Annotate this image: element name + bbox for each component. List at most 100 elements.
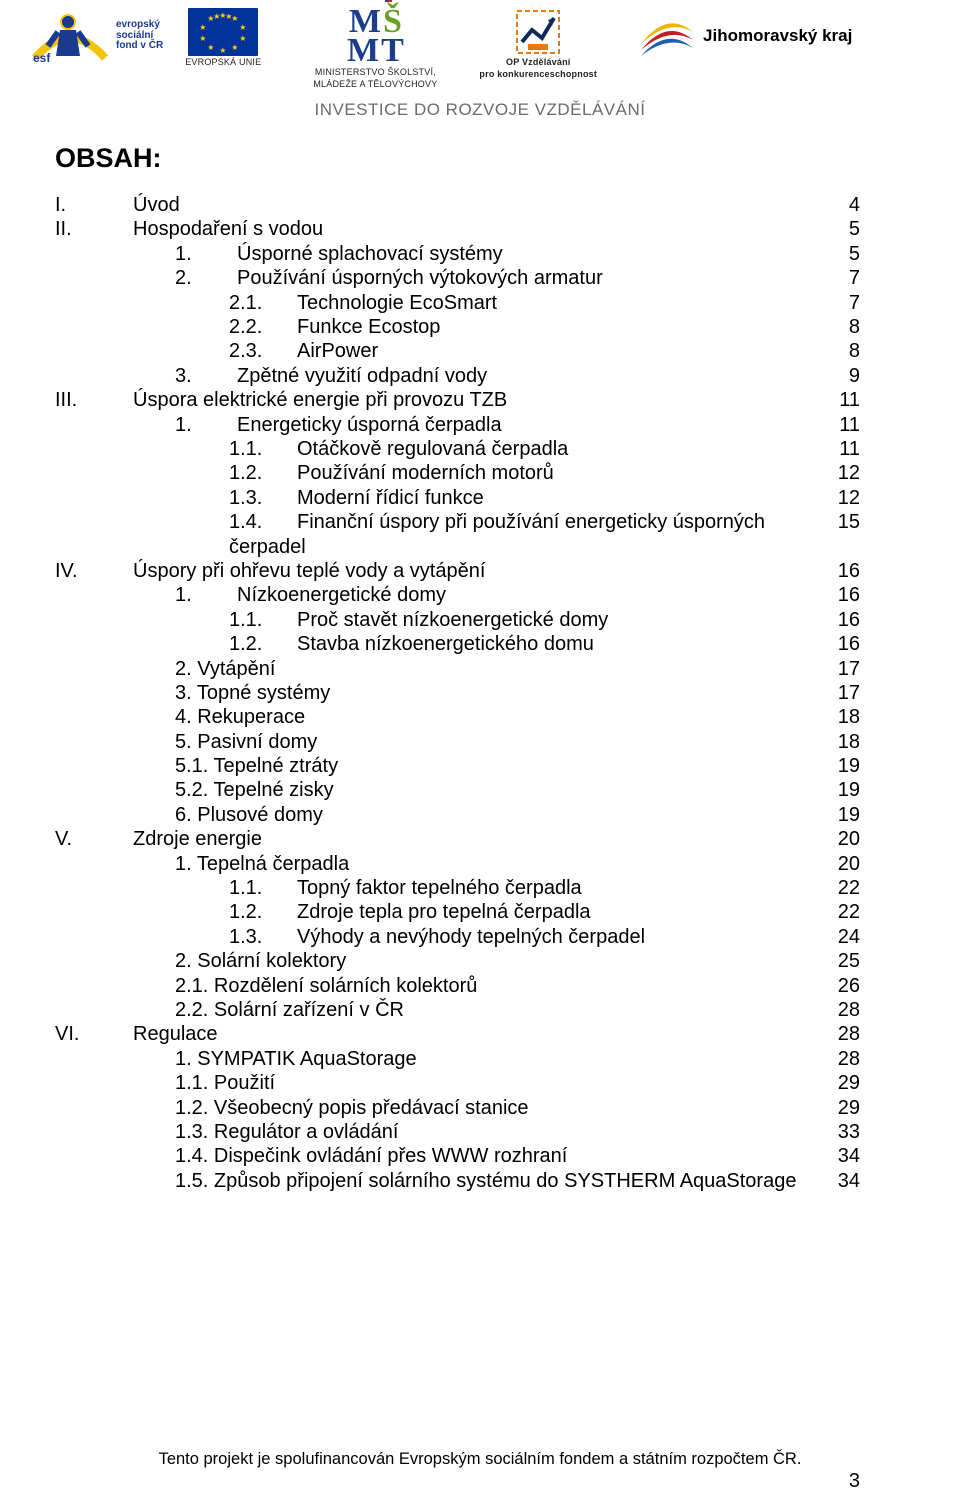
msmt-icon: M Š (349, 8, 402, 35)
eu-flag-icon: ★ ★ ★ ★ ★ ★ ★ ★ ★ ★ ★ ★ (188, 8, 258, 56)
toc-title: 1.4.Finanční úspory při používání energe… (133, 510, 820, 559)
toc-title: 1.2.Stavba nízkoenergetického domu (133, 632, 820, 656)
esf-person-icon: esf (30, 8, 110, 64)
toc-title: 2.Používání úsporných výtokových armatur (133, 266, 820, 290)
toc-page: 20 (820, 852, 860, 876)
toc-title: 1.3.Moderní řídicí funkce (133, 486, 820, 510)
toc-row: 2.1.Technologie EcoSmart7 (55, 291, 860, 315)
toc-page: 17 (820, 657, 860, 681)
toc-title: 5. Pasivní domy (133, 730, 820, 754)
toc-row: 4. Rekuperace18 (55, 705, 860, 729)
toc-roman: V. (55, 827, 133, 851)
toc-title: 1. SYMPATIK AquaStorage (133, 1047, 820, 1071)
header-logos: esf evropský sociální fond v ČR ★ ★ ★ ★ … (0, 0, 960, 94)
toc-row: 1.3. Regulátor a ovládání33 (55, 1120, 860, 1144)
toc-title: 1.2.Používání moderních motorů (133, 461, 820, 485)
page-number: 3 (849, 1470, 860, 1493)
toc-title: 6. Plusové domy (133, 803, 820, 827)
toc-roman: I. (55, 193, 133, 217)
toc-row: 1.1.Topný faktor tepelného čerpadla22 (55, 876, 860, 900)
toc-page: 22 (820, 876, 860, 900)
svg-text:esf: esf (33, 51, 51, 64)
toc-row: 1.1. Použití29 (55, 1071, 860, 1095)
page-title: OBSAH: (55, 142, 860, 175)
toc-page: 8 (820, 315, 860, 339)
toc-title: 1.2.Zdroje tepla pro tepelná čerpadla (133, 900, 820, 924)
msmt-caption-l1: MINISTERSTVO ŠKOLSTVÍ, (315, 68, 436, 78)
toc-title: 2.2.Funkce Ecostop (133, 315, 820, 339)
toc-roman: III. (55, 388, 133, 412)
toc-page: 16 (820, 608, 860, 632)
opvk-logo-block: OP Vzdělávání pro konkurenceschopnost (479, 8, 597, 80)
toc-row: 5.2. Tepelné zisky19 (55, 778, 860, 802)
toc-title: 1.1.Topný faktor tepelného čerpadla (133, 876, 820, 900)
toc-row: 1. SYMPATIK AquaStorage28 (55, 1047, 860, 1071)
toc-row: 2.3.AirPower8 (55, 339, 860, 363)
toc-row: V.Zdroje energie20 (55, 827, 860, 851)
toc-page: 12 (820, 461, 860, 485)
toc-page: 11 (820, 388, 860, 412)
toc-row: VI.Regulace28 (55, 1022, 860, 1046)
esf-logo-block: esf evropský sociální fond v ČR (30, 8, 163, 64)
toc-title: 1.4. Dispečink ovládání přes WWW rozhran… (133, 1144, 820, 1168)
toc-page: 19 (820, 803, 860, 827)
toc-row: 1. Tepelná čerpadla20 (55, 852, 860, 876)
footer-funding-line: Tento projekt je spolufinancován Evropsk… (0, 1450, 960, 1469)
toc-row: 2.Používání úsporných výtokových armatur… (55, 266, 860, 290)
toc-row: 1.5. Způsob připojení solárního systému … (55, 1169, 860, 1193)
msmt-icon-row2: M T (347, 37, 404, 64)
toc-page: 24 (820, 925, 860, 949)
toc-page: 28 (820, 1022, 860, 1046)
toc-page: 29 (820, 1096, 860, 1120)
eu-caption: EVROPSKÁ UNIE (185, 58, 261, 68)
toc-row: 1.1.Otáčkově regulovaná čerpadla11 (55, 437, 860, 461)
toc-title: Úspora elektrické energie při provozu TZ… (133, 388, 820, 412)
msmt-logo-block: M Š M T MINISTERSTVO ŠKOLSTVÍ, MLÁDEŽE A… (313, 8, 437, 90)
esf-text-l3: fond v ČR (116, 41, 163, 52)
toc-row: 1.2.Stavba nízkoenergetického domu16 (55, 632, 860, 656)
toc-row: 2. Solární kolektory25 (55, 949, 860, 973)
toc-title: Úvod (133, 193, 820, 217)
toc-roman: II. (55, 217, 133, 241)
toc-page: 16 (820, 559, 860, 583)
content-area: OBSAH: I.Úvod4II.Hospodaření s vodou51.Ú… (0, 120, 960, 1193)
toc-row: 1.3.Výhody a nevýhody tepelných čerpadel… (55, 925, 860, 949)
toc-page: 19 (820, 778, 860, 802)
toc-row: 1.4.Finanční úspory při používání energe… (55, 510, 860, 559)
toc-row: II.Hospodaření s vodou5 (55, 217, 860, 241)
jmk-logo-block: Jihomoravský kraj (639, 14, 852, 58)
toc-row: 5. Pasivní domy18 (55, 730, 860, 754)
toc-title: 1.Nízkoenergetické domy (133, 583, 820, 607)
toc-page: 28 (820, 1047, 860, 1071)
toc-page: 34 (820, 1169, 860, 1193)
invest-headline: INVESTICE DO ROZVOJE VZDĚLÁVÁNÍ (0, 100, 960, 120)
toc-page: 16 (820, 583, 860, 607)
toc-title: 5.2. Tepelné zisky (133, 778, 820, 802)
toc-page: 15 (820, 510, 860, 534)
toc-title: Zdroje energie (133, 827, 820, 851)
toc-page: 18 (820, 705, 860, 729)
opvk-icon (514, 8, 562, 56)
toc-row: 1.3.Moderní řídicí funkce12 (55, 486, 860, 510)
toc-title: 4. Rekuperace (133, 705, 820, 729)
toc-page: 11 (820, 437, 860, 461)
toc-row: IV.Úspory při ohřevu teplé vody a vytápě… (55, 559, 860, 583)
jmk-swoosh-icon (639, 14, 695, 58)
toc-title: 3. Topné systémy (133, 681, 820, 705)
toc-page: 20 (820, 827, 860, 851)
toc-title: 1.Energeticky úsporná čerpadla (133, 413, 820, 437)
toc-title: 2. Vytápění (133, 657, 820, 681)
toc-title: Regulace (133, 1022, 820, 1046)
opvk-caption-l1: OP Vzdělávání (506, 58, 570, 68)
toc-page: 8 (820, 339, 860, 363)
toc-page: 12 (820, 486, 860, 510)
toc-row: 1.Nízkoenergetické domy16 (55, 583, 860, 607)
toc-title: 1.1.Proč stavět nízkoenergetické domy (133, 608, 820, 632)
toc-title: 1.5. Způsob připojení solárního systému … (133, 1169, 820, 1193)
toc-page: 4 (820, 193, 860, 217)
toc-row: 1.4. Dispečink ovládání přes WWW rozhran… (55, 1144, 860, 1168)
toc-page: 19 (820, 754, 860, 778)
toc-row: 5.1. Tepelné ztráty19 (55, 754, 860, 778)
toc-roman: VI. (55, 1022, 133, 1046)
toc-page: 33 (820, 1120, 860, 1144)
